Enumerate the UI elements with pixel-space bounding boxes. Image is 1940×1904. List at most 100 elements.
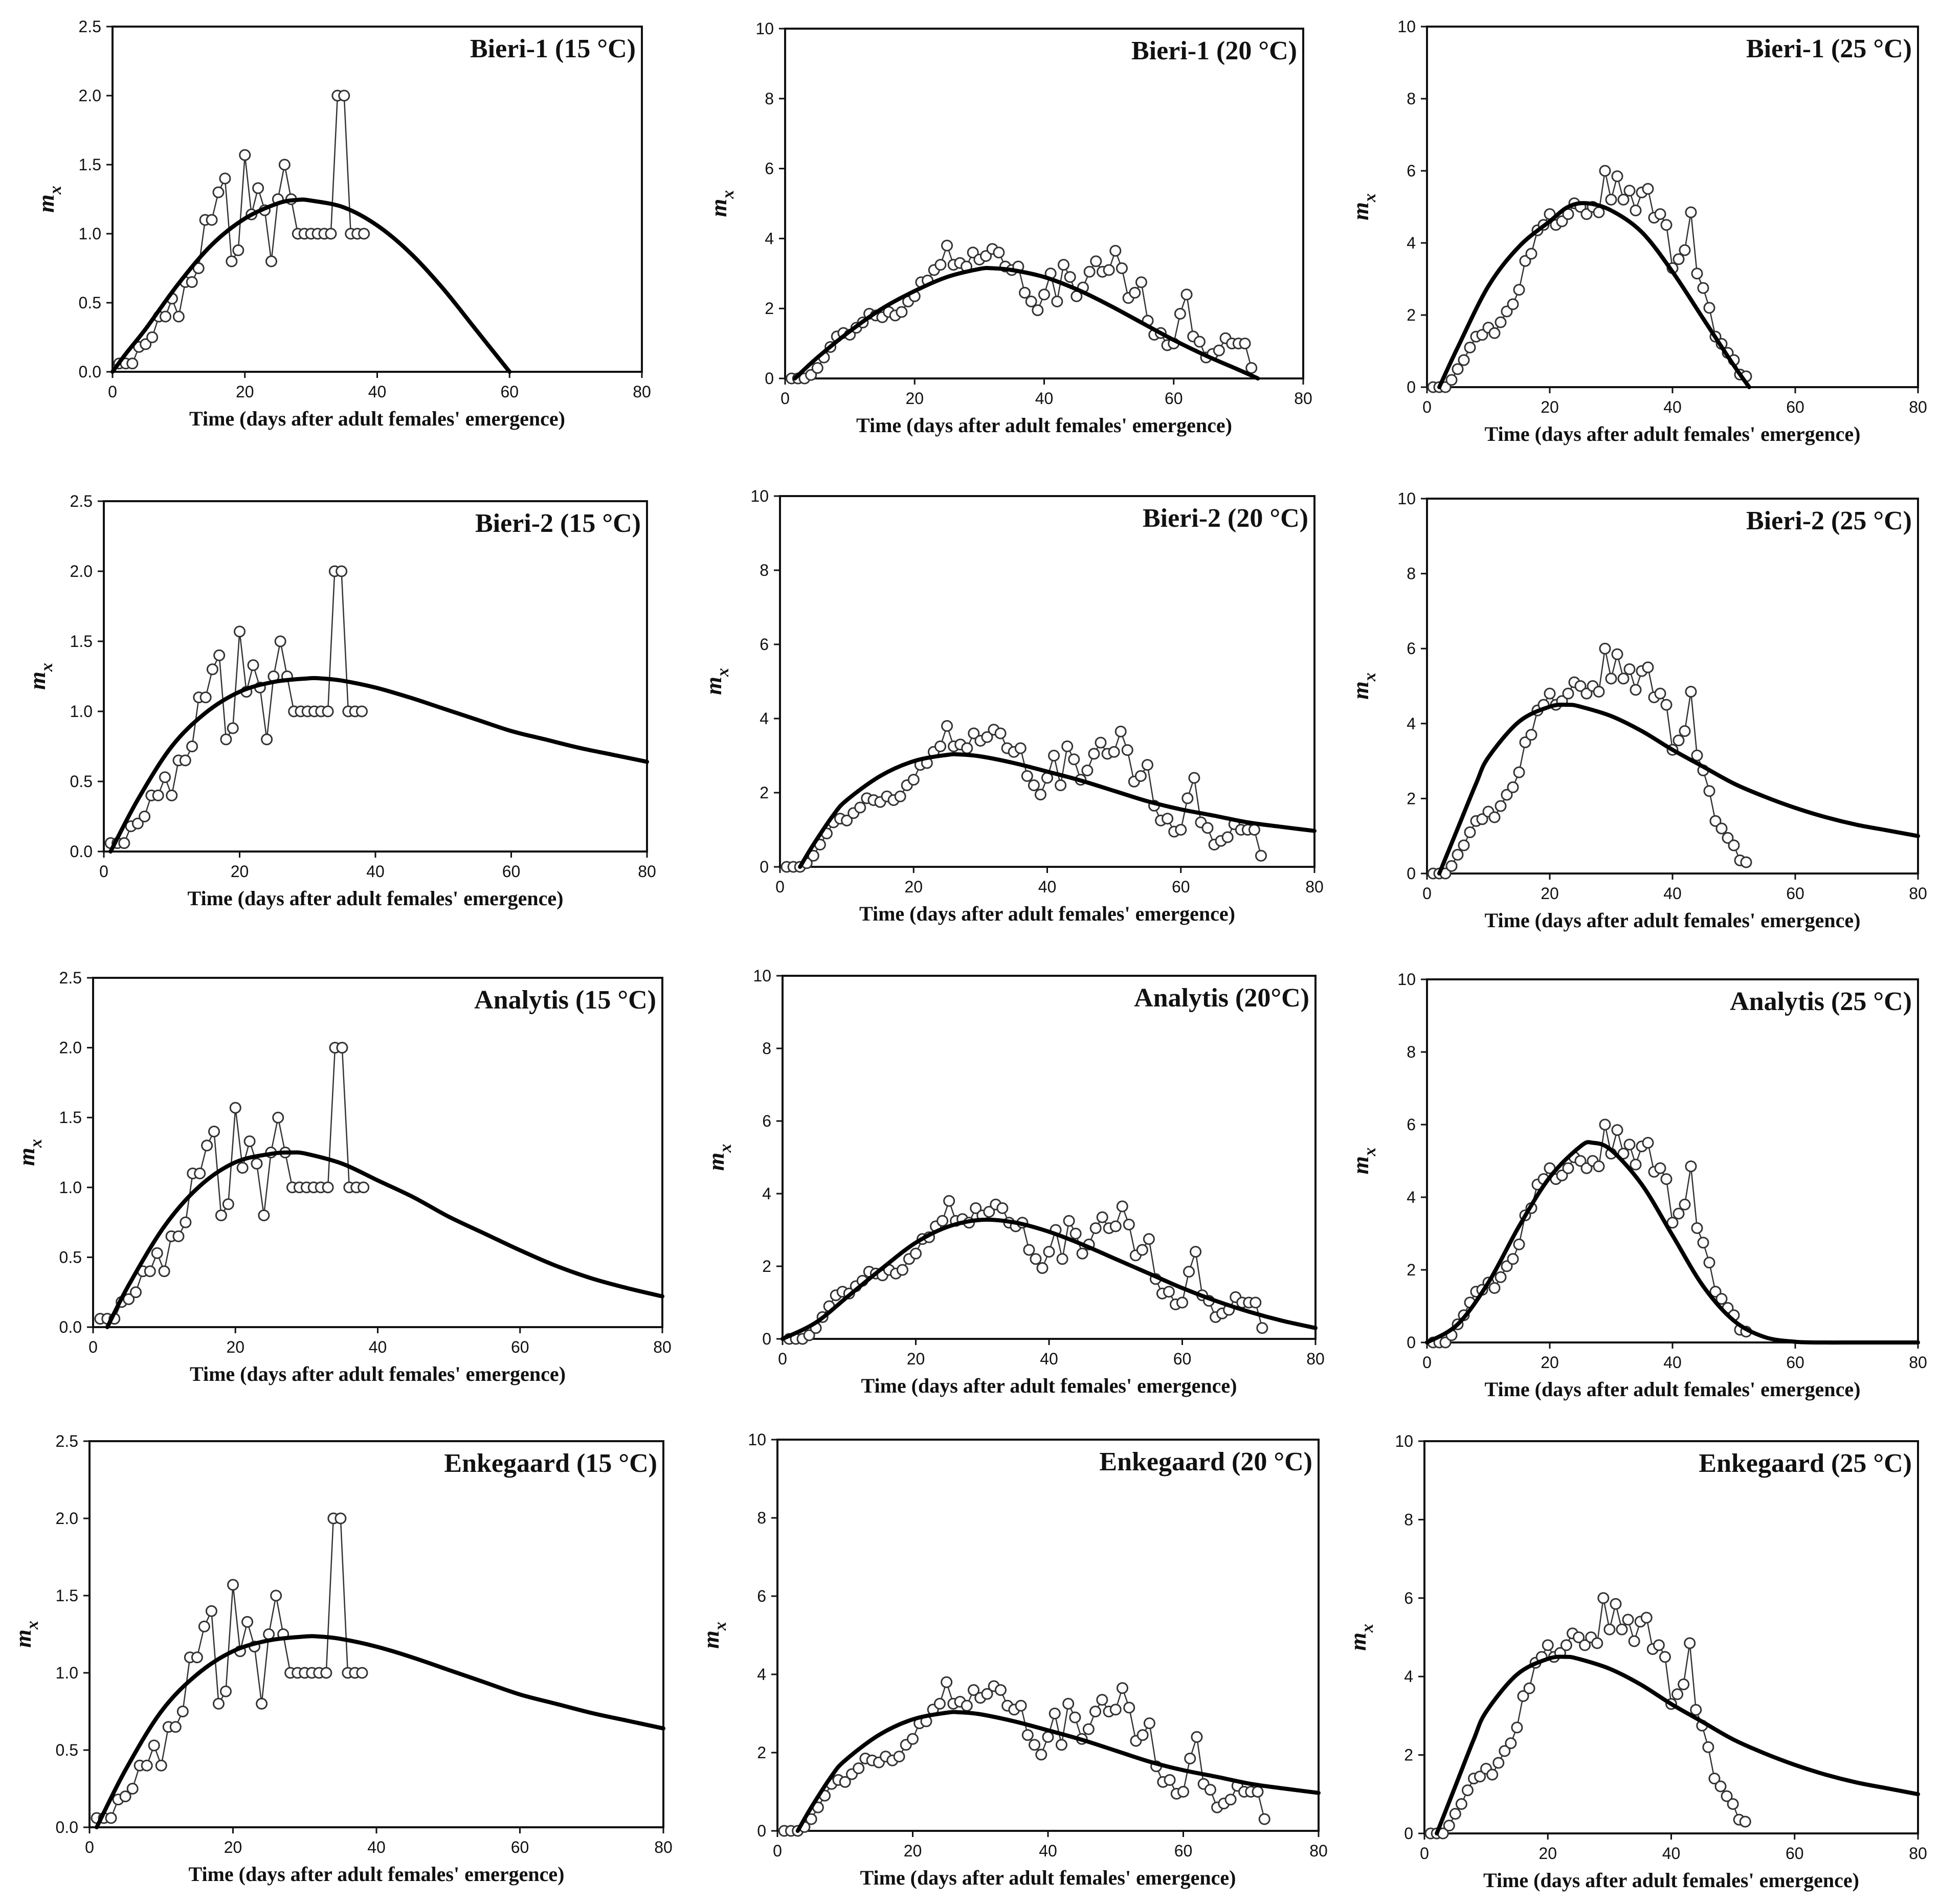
y-tick-label: 0 [1407, 1333, 1416, 1352]
observed-point [1256, 1322, 1268, 1334]
x-axis-title: Time (days after adult females' emergenc… [189, 1863, 565, 1886]
observed-point [1580, 1162, 1593, 1174]
y-axis-title: mx [703, 1144, 735, 1171]
observed-point [1135, 276, 1147, 288]
observed-point [191, 1651, 203, 1664]
observed-point [213, 649, 226, 661]
x-tick-label: 40 [1663, 884, 1682, 903]
y-tick-label: 0 [1407, 864, 1416, 883]
y-tick-label: 6 [765, 160, 774, 178]
y-tick-label: 10 [1397, 17, 1416, 36]
observed-point [180, 1216, 192, 1228]
observed-point [1439, 1336, 1452, 1349]
y-tick-label: 1.0 [70, 702, 93, 721]
y-tick-label: 10 [748, 1430, 766, 1449]
y-tick-label: 4 [757, 1665, 766, 1684]
y-axis-title-main: m [13, 1148, 39, 1166]
observed-point [160, 310, 171, 323]
y-axis-title: mx [1347, 1148, 1379, 1175]
observed-point [805, 369, 817, 381]
observed-point [1505, 1737, 1517, 1750]
observed-point [186, 741, 198, 752]
observed-point [1623, 185, 1636, 197]
observed-point [1476, 813, 1488, 825]
observed-point [272, 1111, 284, 1124]
observed-point [1030, 1253, 1042, 1265]
observed-point [1642, 661, 1654, 674]
observed-point [1015, 1699, 1027, 1712]
x-tick-label: 80 [653, 1338, 672, 1356]
x-tick-label: 20 [231, 862, 249, 881]
observed-point [1474, 1771, 1486, 1783]
y-axis-title-main: m [1345, 1632, 1371, 1651]
observed-point [1697, 282, 1709, 294]
observed-point [1599, 165, 1611, 177]
panel-title: Bieri-2 (25 °C) [1746, 506, 1912, 535]
y-tick-label: 8 [1407, 89, 1416, 108]
observed-point [983, 1206, 995, 1218]
observed-point [993, 247, 1005, 259]
chart-panel-bieri-1-15-c: 0 20 40 60 80 0.0 0.5 1.0 1.5 2.0 2.5 Time (days af… [26, 17, 657, 438]
fitted-curve [793, 266, 1260, 380]
observed-point [118, 837, 130, 849]
observed-point [1679, 1198, 1691, 1211]
observed-point [1038, 288, 1050, 301]
y-tick-label: 4 [1404, 1667, 1413, 1686]
observed-point [1121, 744, 1133, 756]
observed-point [1116, 1200, 1128, 1213]
x-tick-label: 40 [368, 383, 387, 401]
observed-point [1599, 1118, 1611, 1131]
observed-point [335, 1512, 347, 1525]
observed-point [1213, 344, 1225, 356]
observed-point [854, 801, 866, 814]
observed-point [1069, 1227, 1082, 1240]
observed-point [1542, 1639, 1554, 1651]
y-tick-label: 10 [1397, 970, 1416, 989]
x-tick-label: 60 [1786, 1844, 1804, 1863]
observed-point [1597, 1592, 1610, 1604]
chart-panel-bieri-2-25-c: 0 20 40 60 80 0 2 4 6 8 10 Time (days after adult f… [1340, 489, 1933, 940]
x-tick-label: 20 [1538, 1844, 1557, 1863]
observed-point [1642, 183, 1654, 195]
observed-point [1660, 699, 1673, 711]
observed-point [994, 1684, 1007, 1696]
observed-point [236, 1162, 249, 1174]
fitted-curve [1437, 702, 1920, 876]
observed-point [1136, 1729, 1149, 1741]
observed-point [896, 306, 908, 318]
observed-point [1679, 725, 1691, 737]
observed-point [1501, 789, 1513, 801]
observed-point [256, 1697, 268, 1710]
panel-title: Bieri-1 (15 °C) [470, 34, 636, 63]
y-axis-title-sub: x [1361, 1148, 1379, 1157]
x-tick-label: 60 [511, 1838, 529, 1856]
observed-point [336, 565, 348, 577]
y-axis-title: mx [13, 1139, 46, 1166]
observed-point [968, 1684, 980, 1696]
plot-frame [1426, 978, 1919, 1343]
observed-point [325, 228, 337, 240]
y-tick-label: 2 [1407, 1261, 1416, 1279]
x-tick-label: 60 [511, 1338, 529, 1356]
observed-point [1659, 1651, 1671, 1663]
y-axis-title-sub: x [719, 190, 738, 199]
observed-point [1109, 1220, 1122, 1233]
observed-point [1691, 267, 1703, 280]
x-tick-label: 60 [1165, 389, 1183, 408]
x-axis-title: Time (days after adult females' emergenc… [1483, 1869, 1859, 1892]
chart-svg: 0 20 40 60 80 0.0 0.5 1.0 1.5 2.0 2.5 Time (days af… [10, 1432, 673, 1886]
observed-point [1488, 327, 1501, 339]
x-axis-title: Time (days after adult females' emergenc… [190, 1362, 566, 1385]
y-tick-label: 6 [1407, 1115, 1416, 1134]
observed-point [274, 635, 286, 647]
observed-point [1136, 1244, 1148, 1256]
observed-point [1495, 800, 1507, 812]
observed-point [1134, 770, 1147, 782]
observed-point [1574, 680, 1587, 692]
y-tick-label: 1.5 [59, 1108, 82, 1127]
observed-point [1023, 1244, 1035, 1256]
panel-title: Analytis (25 °C) [1730, 987, 1912, 1016]
observed-point [219, 1685, 232, 1697]
observed-point [1721, 1790, 1733, 1802]
x-tick-label: 0 [773, 1842, 782, 1860]
